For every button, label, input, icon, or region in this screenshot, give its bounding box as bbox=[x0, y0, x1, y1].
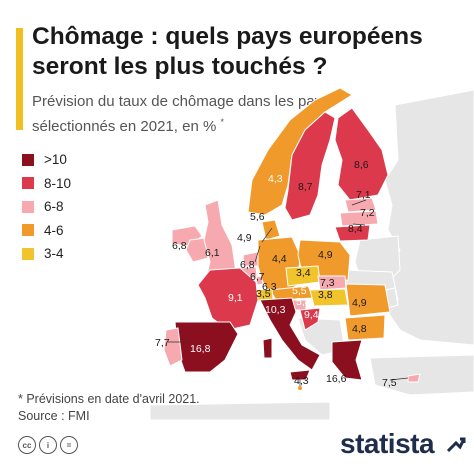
legend-item-3-4: 3-4 bbox=[22, 242, 71, 266]
no-derivatives-icon[interactable]: = bbox=[60, 436, 78, 454]
label-cyprus: 7,5 bbox=[382, 377, 397, 389]
legend-item-gt10: >10 bbox=[22, 148, 71, 172]
label-france: 9,1 bbox=[228, 292, 243, 304]
label-spain: 16,8 bbox=[190, 343, 211, 355]
label-lithuania: 8,4 bbox=[348, 223, 363, 235]
label-greece: 16,6 bbox=[326, 373, 347, 385]
title-accent-bar bbox=[16, 28, 23, 130]
subtitle-text: Prévision du taux de chômage dans les pa… bbox=[32, 93, 330, 135]
license-icons: cc i = bbox=[18, 436, 78, 454]
statista-logo[interactable]: statista bbox=[340, 428, 435, 459]
country-sweden bbox=[284, 111, 336, 221]
country-italy-sicily bbox=[289, 369, 311, 381]
legend-swatch bbox=[22, 153, 34, 166]
legend-swatch bbox=[22, 224, 34, 237]
attribution-icon[interactable]: i bbox=[39, 436, 57, 454]
map-legend: >10 8-10 6-8 4-6 3-4 bbox=[22, 148, 71, 266]
footnote-note: * Prévisions en date d'avril 2021. bbox=[18, 392, 200, 406]
label-germany: 4,4 bbox=[272, 253, 287, 265]
label-malta: 4,3 bbox=[294, 375, 309, 387]
label-slovakia: 7,3 bbox=[320, 277, 335, 289]
label-denmark: 5,6 bbox=[250, 211, 265, 223]
label-czechia: 3,4 bbox=[296, 267, 311, 279]
country-malta bbox=[298, 386, 302, 390]
legend-label: 6-8 bbox=[44, 199, 64, 215]
footnote: * Prévisions en date d'avril 2021. Sourc… bbox=[18, 391, 200, 425]
label-croatia: 9,4 bbox=[304, 309, 319, 321]
chart-subtitle: Prévision du taux de chômage dans les pa… bbox=[32, 92, 332, 137]
country-romania bbox=[345, 283, 391, 317]
label-belgium: 6,7 bbox=[250, 271, 265, 283]
label-iceland: 6,8 bbox=[172, 240, 187, 252]
label-slovenia: 5,4 bbox=[296, 296, 311, 308]
label-sweden: 8,7 bbox=[298, 181, 313, 193]
country-greece bbox=[331, 339, 363, 381]
label-portugal: 7,7 bbox=[155, 337, 170, 349]
label-finland: 8,6 bbox=[354, 159, 369, 171]
chart-title: Chômage : quels pays européens seront le… bbox=[32, 23, 423, 80]
country-ireland bbox=[185, 237, 209, 263]
label-latvia: 7,2 bbox=[360, 207, 375, 219]
country-italy-sardinia bbox=[262, 337, 273, 359]
country-hungary bbox=[309, 288, 349, 307]
leader-lines bbox=[168, 199, 409, 386]
footnote-source: Source : FMI bbox=[18, 409, 90, 423]
country-latvia bbox=[339, 210, 379, 227]
legend-label: 4-6 bbox=[44, 222, 64, 238]
country-france bbox=[197, 267, 259, 331]
label-poland: 4,9 bbox=[318, 249, 333, 261]
label-switzerland: 3,5 bbox=[256, 288, 271, 300]
country-finland bbox=[334, 107, 389, 201]
country-norway bbox=[247, 87, 353, 216]
legend-item-8-10: 8-10 bbox=[22, 172, 71, 196]
legend-label: 3-4 bbox=[44, 246, 64, 262]
legend-item-6-8: 6-8 bbox=[22, 195, 71, 219]
label-uk: 4,9 bbox=[237, 232, 252, 244]
country-italy bbox=[259, 297, 321, 371]
label-romania: 4,9 bbox=[352, 297, 367, 309]
subtitle-footnote-mark: * bbox=[220, 117, 224, 127]
country-cyprus bbox=[407, 373, 421, 383]
country-lithuania bbox=[334, 224, 371, 242]
label-bulgaria: 4,8 bbox=[352, 323, 367, 335]
legend-swatch bbox=[22, 177, 34, 190]
legend-swatch bbox=[22, 200, 34, 213]
value-labels: 6,8 6,1 7,7 16,8 9,1 6,7 6,8 6,3 5,6 4,9… bbox=[155, 159, 397, 389]
legend-label: >10 bbox=[44, 152, 67, 168]
uncovered-countries bbox=[149, 89, 474, 421]
label-norway: 4,3 bbox=[268, 173, 283, 185]
label-estonia: 7,1 bbox=[356, 189, 371, 201]
country-portugal bbox=[163, 327, 183, 367]
label-austria: 5,5 bbox=[292, 285, 307, 297]
label-ireland: 6,1 bbox=[205, 247, 220, 259]
country-croatia bbox=[299, 307, 321, 331]
creative-commons-icon[interactable]: cc bbox=[18, 436, 36, 454]
legend-item-4-6: 4-6 bbox=[22, 219, 71, 243]
label-netherlands: 6,8 bbox=[240, 259, 255, 271]
label-italy: 10,3 bbox=[265, 304, 286, 316]
label-luxembourg: 6,3 bbox=[262, 281, 277, 293]
legend-swatch bbox=[22, 247, 34, 260]
country-bulgaria bbox=[344, 314, 386, 341]
country-estonia bbox=[344, 197, 377, 213]
legend-label: 8-10 bbox=[44, 175, 72, 191]
label-hungary: 3,8 bbox=[318, 289, 333, 301]
statista-logo-icon bbox=[446, 437, 466, 453]
